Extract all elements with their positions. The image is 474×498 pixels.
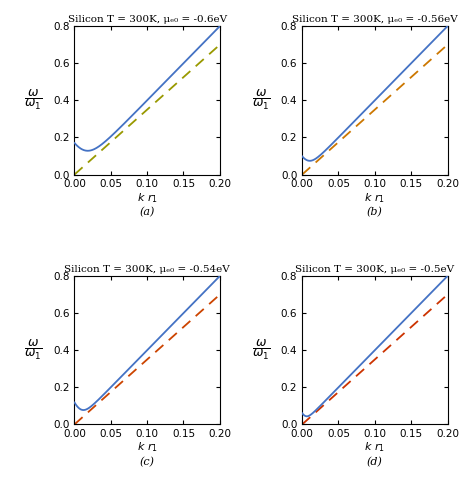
Y-axis label: $\dfrac{\omega}{\omega_1}$: $\dfrac{\omega}{\omega_1}$ xyxy=(252,88,271,113)
Text: (a): (a) xyxy=(139,207,155,218)
Y-axis label: $\dfrac{\omega}{\omega_1}$: $\dfrac{\omega}{\omega_1}$ xyxy=(25,338,43,362)
Text: (d): (d) xyxy=(367,457,383,467)
Text: (b): (b) xyxy=(367,207,383,218)
Title: Silicon T = 300K, μₑ₀ = -0.56eV: Silicon T = 300K, μₑ₀ = -0.56eV xyxy=(292,15,458,24)
Y-axis label: $\dfrac{\omega}{\omega_1}$: $\dfrac{\omega}{\omega_1}$ xyxy=(252,338,271,362)
Title: Silicon T = 300K, μₑ₀ = -0.5eV: Silicon T = 300K, μₑ₀ = -0.5eV xyxy=(295,265,455,274)
X-axis label: $k\ r_1$: $k\ r_1$ xyxy=(137,191,157,205)
X-axis label: $k\ r_1$: $k\ r_1$ xyxy=(137,441,157,455)
Title: Silicon T = 300K, μₑ₀ = -0.54eV: Silicon T = 300K, μₑ₀ = -0.54eV xyxy=(64,265,230,274)
Title: Silicon T = 300K, μₑ₀ = -0.6eV: Silicon T = 300K, μₑ₀ = -0.6eV xyxy=(68,15,227,24)
Text: (c): (c) xyxy=(140,457,155,467)
Y-axis label: $\dfrac{\omega}{\omega_1}$: $\dfrac{\omega}{\omega_1}$ xyxy=(25,88,43,113)
X-axis label: $k\ r_1$: $k\ r_1$ xyxy=(365,191,385,205)
X-axis label: $k\ r_1$: $k\ r_1$ xyxy=(365,441,385,455)
